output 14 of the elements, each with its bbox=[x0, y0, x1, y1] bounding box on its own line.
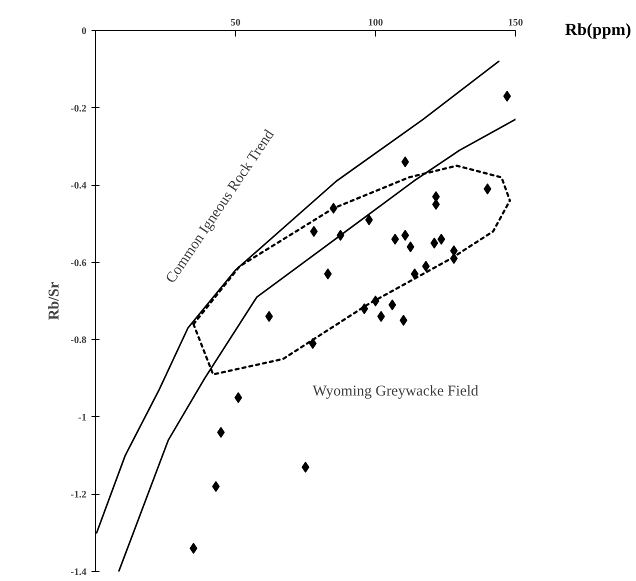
x-tick-label: 50 bbox=[230, 18, 240, 28]
y-tick-label: -1.2 bbox=[70, 490, 87, 501]
y-tick-label: -0.8 bbox=[70, 335, 87, 346]
annotation: Wyoming Greywacke Field bbox=[312, 384, 479, 400]
x-axis-title: Rb(ppm) bbox=[565, 19, 632, 41]
y-tick-label: -0.2 bbox=[70, 103, 87, 114]
x-tick-label: 150 bbox=[508, 18, 523, 28]
y-tick-label: -1 bbox=[78, 412, 87, 424]
y-tick-label: -0.4 bbox=[70, 180, 87, 192]
x-tick-label: 100 bbox=[368, 18, 383, 28]
y-axis-title: Rb/Sr bbox=[46, 281, 63, 320]
y-tick-label: -0.6 bbox=[70, 258, 87, 269]
y-tick-label: 0 bbox=[82, 26, 86, 37]
y-tick-label: -1.4 bbox=[70, 567, 87, 578]
